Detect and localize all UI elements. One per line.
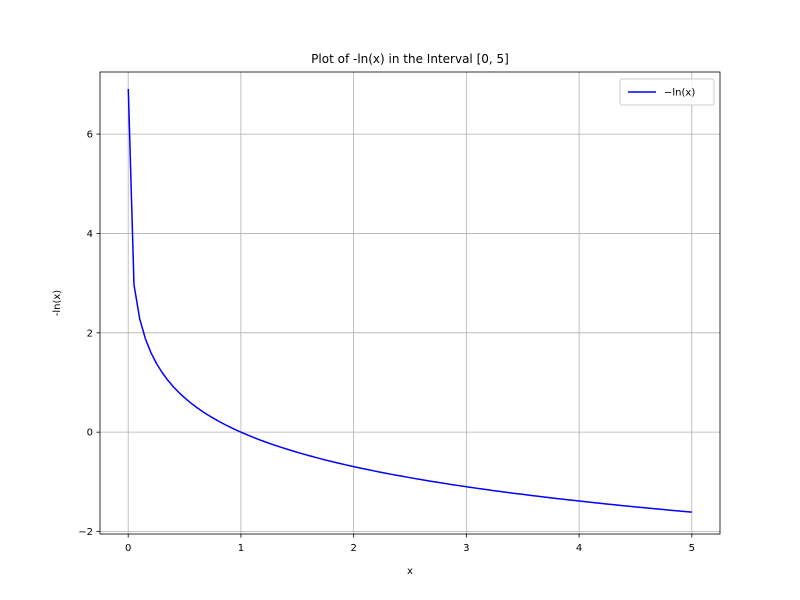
y-tick-label: 0: [87, 428, 93, 439]
axes-frame: [99, 71, 721, 535]
series-line-0: [127, 88, 692, 513]
x-tick-label: 4: [576, 543, 582, 554]
y-tick-label: 4: [87, 229, 93, 240]
legend-label: −ln(x): [664, 88, 695, 99]
x-tick-label: 2: [350, 543, 356, 554]
x-tick-label: 5: [689, 543, 695, 554]
x-axis-label: x: [407, 566, 413, 577]
legend: −ln(x): [619, 78, 715, 106]
chart-title: Plot of -ln(x) in the Interval [0, 5]: [311, 52, 509, 66]
plot-area: [127, 88, 692, 513]
ticks: 0 1 2 3 4 5 −2 0 2 4 6: [78, 130, 695, 554]
x-tick-label: 0: [125, 543, 131, 554]
x-tick-label: 1: [238, 543, 244, 554]
legend-box: [619, 78, 715, 106]
y-tick-label: −2: [78, 527, 93, 538]
y-axis-label: -ln(x): [52, 290, 63, 317]
grid: [100, 72, 720, 534]
x-tick-label: 3: [463, 543, 469, 554]
y-tick-label: 6: [87, 130, 93, 141]
y-tick-label: 2: [87, 328, 93, 339]
